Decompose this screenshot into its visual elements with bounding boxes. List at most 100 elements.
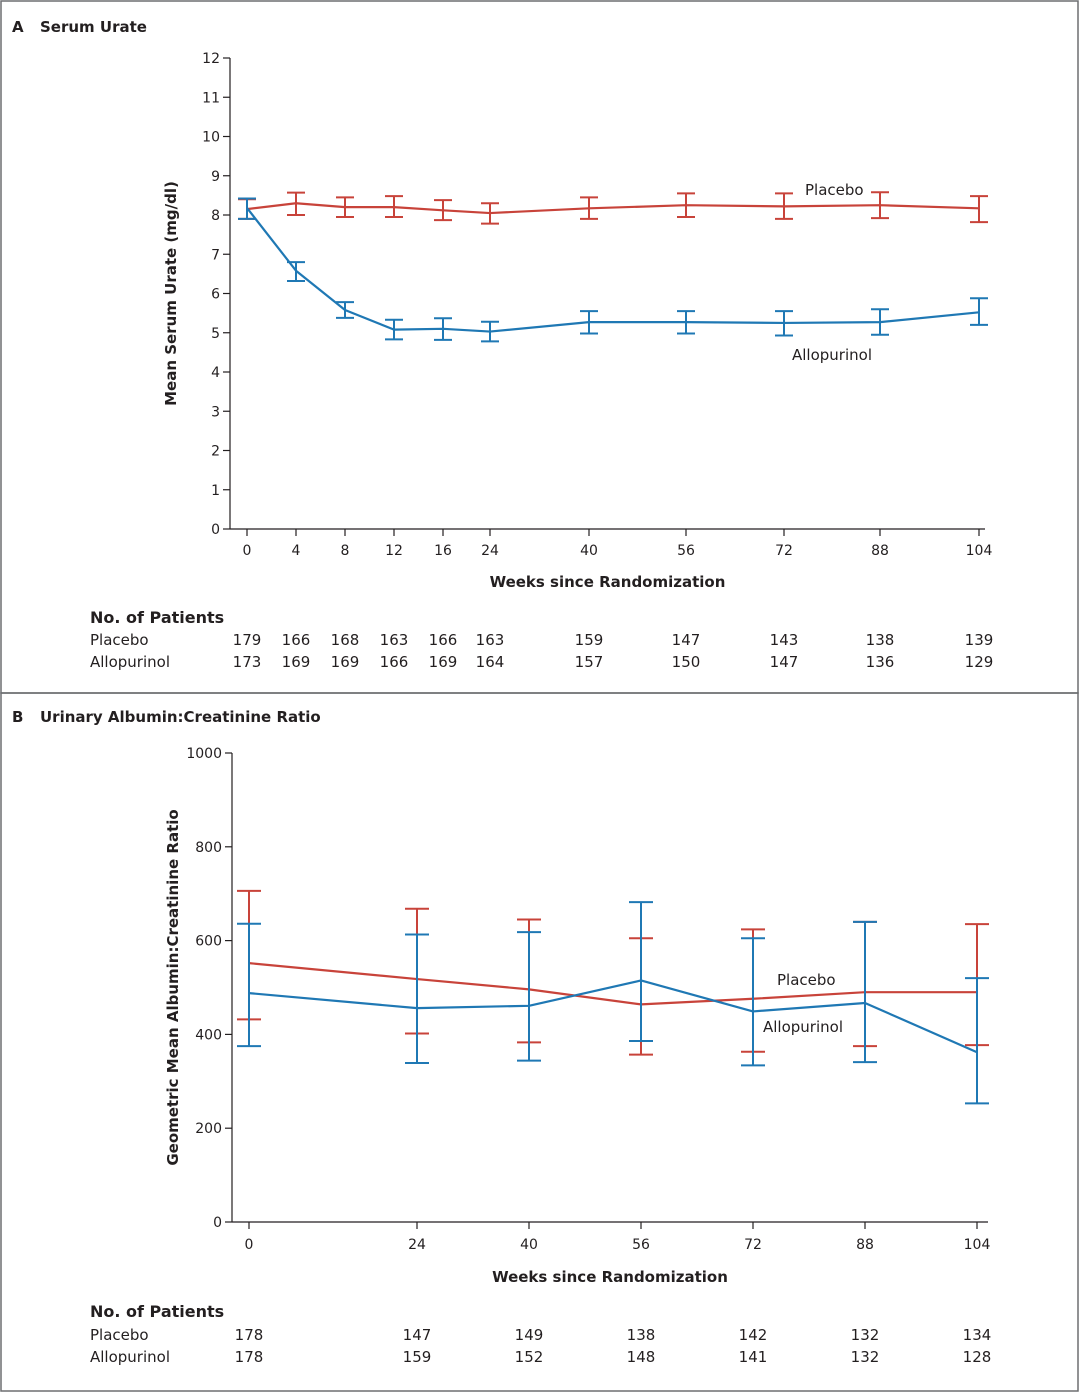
patients-count: 173 (233, 653, 262, 671)
y-axis-label: Geometric Mean Albumin:Creatinine Ratio (164, 809, 182, 1165)
x-tick-label: 8 (341, 543, 350, 559)
y-tick-label: 200 (195, 1121, 222, 1137)
x-tick-label: 0 (245, 1237, 254, 1253)
x-tick-label: 104 (966, 543, 993, 559)
patients-count: 138 (627, 1326, 656, 1344)
panel-b-title: Urinary Albumin:Creatinine Ratio (40, 708, 321, 726)
patients-count: 152 (515, 1348, 544, 1366)
patients-count: 163 (476, 631, 505, 649)
x-axis-label: Weeks since Randomization (492, 1268, 728, 1286)
x-tick-label: 12 (385, 543, 403, 559)
patients-count: 168 (331, 631, 360, 649)
x-tick-label: 104 (964, 1237, 991, 1253)
patients-count: 166 (282, 631, 311, 649)
y-tick-label: 0 (211, 522, 220, 538)
y-tick-label: 11 (202, 90, 220, 106)
series-line (248, 962, 977, 1006)
y-tick-label: 8 (211, 208, 220, 224)
series-label: Allopurinol (792, 346, 872, 364)
patients-count: 178 (235, 1326, 264, 1344)
patients-count: 143 (770, 631, 799, 649)
patients-title: No. of Patients (90, 608, 224, 627)
series-line (246, 202, 980, 215)
patients-count: 147 (672, 631, 701, 649)
x-tick-label: 4 (292, 543, 301, 559)
y-tick-label: 600 (195, 934, 222, 950)
series-placebo (237, 889, 989, 1056)
x-tick-label: 72 (744, 1237, 762, 1253)
patients-count: 159 (403, 1348, 432, 1366)
series-allopurinol (237, 901, 989, 1105)
y-tick-label: 1 (211, 483, 220, 499)
panel-a-letter: A (12, 18, 24, 36)
patients-count: 159 (575, 631, 604, 649)
y-tick-label: 5 (211, 326, 220, 342)
patients-count: 142 (739, 1326, 768, 1344)
x-axis-label: Weeks since Randomization (490, 573, 726, 591)
series-label: Allopurinol (763, 1018, 843, 1036)
patients-count: 138 (866, 631, 895, 649)
patients-count: 166 (429, 631, 458, 649)
x-tick-label: 56 (632, 1237, 650, 1253)
y-tick-label: 1000 (186, 746, 222, 762)
patients-count: 147 (770, 653, 799, 671)
y-tick-label: 3 (211, 404, 220, 420)
patients-count: 141 (739, 1348, 768, 1366)
y-tick-label: 7 (211, 247, 220, 263)
patients-count: 157 (575, 653, 604, 671)
y-tick-label: 10 (202, 130, 220, 146)
x-tick-label: 56 (677, 543, 695, 559)
series-allopurinol (238, 197, 988, 343)
y-tick-label: 6 (211, 287, 220, 303)
patients-count: 166 (380, 653, 409, 671)
patients-count: 178 (235, 1348, 264, 1366)
series-label: Placebo (777, 971, 836, 989)
panel-b-plot: 0 200 400 600 800 1000 0 24 40 56 72 88 104 Weeks sin… (90, 746, 991, 1366)
panel-a-title: Serum Urate (40, 18, 147, 36)
patients-count: 147 (403, 1326, 432, 1344)
y-tick-label: 4 (211, 365, 220, 381)
patients-count: 169 (282, 653, 311, 671)
y-tick-label: 800 (195, 840, 222, 856)
patients-row-label: Placebo (90, 1326, 149, 1344)
patients-count: 129 (965, 653, 994, 671)
series-placebo (238, 191, 988, 225)
patients-count: 128 (963, 1348, 992, 1366)
panel-b-frame (0, 692, 1079, 1392)
patients-count: 134 (963, 1326, 992, 1344)
patients-count: 150 (672, 653, 701, 671)
y-tick-label: 0 (213, 1215, 222, 1231)
x-tick-label: 40 (520, 1237, 538, 1253)
patients-row-label: Allopurinol (90, 1348, 170, 1366)
series-line (246, 207, 980, 333)
y-tick-label: 12 (202, 51, 220, 67)
x-tick-label: 40 (580, 543, 598, 559)
patients-count: 148 (627, 1348, 656, 1366)
y-tick-label: 400 (195, 1027, 222, 1043)
x-tick-label: 88 (871, 543, 889, 559)
patients-count: 149 (515, 1326, 544, 1344)
patients-row-label: Allopurinol (90, 653, 170, 671)
patients-count: 136 (866, 653, 895, 671)
patients-count: 132 (851, 1348, 880, 1366)
patients-count: 139 (965, 631, 994, 649)
patients-count: 169 (331, 653, 360, 671)
x-tick-label: 24 (408, 1237, 426, 1253)
patients-count: 164 (476, 653, 505, 671)
y-tick-label: 9 (211, 169, 220, 185)
x-tick-label: 0 (243, 543, 252, 559)
x-tick-label: 72 (775, 543, 793, 559)
patients-count: 169 (429, 653, 458, 671)
x-tick-label: 24 (481, 543, 499, 559)
series-label: Placebo (805, 181, 864, 199)
patients-count: 132 (851, 1326, 880, 1344)
patients-count: 179 (233, 631, 262, 649)
panel-b-letter: B (12, 708, 23, 726)
patients-row-label: Placebo (90, 631, 149, 649)
patients-count: 163 (380, 631, 409, 649)
y-axis-label: Mean Serum Urate (mg/dl) (162, 181, 180, 406)
x-tick-label: 88 (856, 1237, 874, 1253)
x-tick-label: 16 (434, 543, 452, 559)
